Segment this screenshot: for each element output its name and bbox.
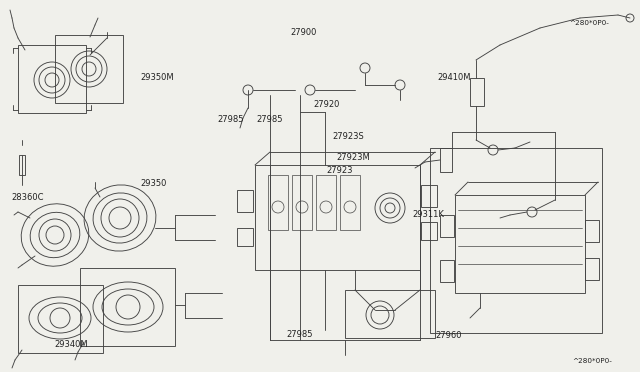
Text: 29410M: 29410M: [437, 73, 470, 81]
Bar: [455, 195, 585, 293]
Text: 28360C: 28360C: [12, 193, 44, 202]
Bar: [585, 220, 599, 242]
Text: 27985: 27985: [218, 115, 244, 124]
Text: 29340M: 29340M: [54, 340, 88, 349]
Bar: [421, 222, 437, 240]
Text: 29350: 29350: [141, 179, 167, 187]
Bar: [316, 175, 336, 230]
Bar: [80, 268, 175, 346]
Bar: [237, 190, 253, 212]
Text: ^280*0P0-: ^280*0P0-: [570, 20, 609, 26]
Bar: [255, 165, 420, 270]
Bar: [430, 148, 602, 333]
Text: 27923M: 27923M: [336, 153, 370, 161]
Bar: [440, 260, 454, 282]
Text: ^280*0P0-: ^280*0P0-: [572, 358, 612, 364]
Text: 27920: 27920: [314, 100, 340, 109]
Bar: [421, 185, 437, 207]
Bar: [585, 258, 599, 280]
Bar: [18, 285, 103, 353]
Bar: [55, 35, 123, 103]
Text: 27960: 27960: [435, 331, 461, 340]
Bar: [340, 175, 360, 230]
Bar: [268, 175, 288, 230]
Bar: [19, 155, 25, 175]
Text: 29311K: 29311K: [413, 210, 445, 219]
Bar: [470, 78, 484, 106]
Bar: [292, 175, 312, 230]
Bar: [440, 148, 452, 172]
Text: 27900: 27900: [290, 28, 316, 37]
Bar: [440, 215, 454, 237]
Bar: [18, 45, 86, 113]
Bar: [237, 228, 253, 246]
Text: 27985: 27985: [256, 115, 282, 124]
Text: 27923: 27923: [326, 166, 353, 174]
Text: 27985: 27985: [287, 330, 313, 339]
Text: 29350M: 29350M: [141, 73, 175, 81]
Text: 27923S: 27923S: [333, 132, 365, 141]
Bar: [345, 290, 435, 338]
